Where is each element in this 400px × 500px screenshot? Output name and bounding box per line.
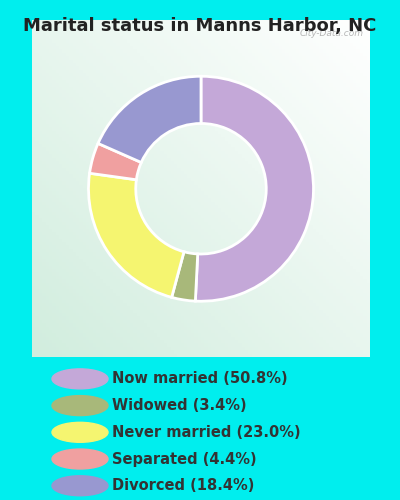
- Text: Separated (4.4%): Separated (4.4%): [112, 452, 257, 466]
- Circle shape: [52, 422, 108, 442]
- Text: Widowed (3.4%): Widowed (3.4%): [112, 398, 247, 413]
- Wedge shape: [90, 144, 141, 180]
- Text: Never married (23.0%): Never married (23.0%): [112, 425, 301, 440]
- Text: Divorced (18.4%): Divorced (18.4%): [112, 478, 254, 493]
- Circle shape: [52, 369, 108, 389]
- Wedge shape: [88, 173, 184, 298]
- Circle shape: [52, 396, 108, 415]
- Text: Now married (50.8%): Now married (50.8%): [112, 372, 288, 386]
- Wedge shape: [172, 252, 198, 301]
- Wedge shape: [195, 76, 314, 301]
- Wedge shape: [98, 76, 201, 162]
- Text: Marital status in Manns Harbor, NC: Marital status in Manns Harbor, NC: [23, 18, 377, 36]
- Circle shape: [52, 449, 108, 469]
- Circle shape: [52, 476, 108, 496]
- Text: City-Data.com: City-Data.com: [300, 29, 364, 38]
